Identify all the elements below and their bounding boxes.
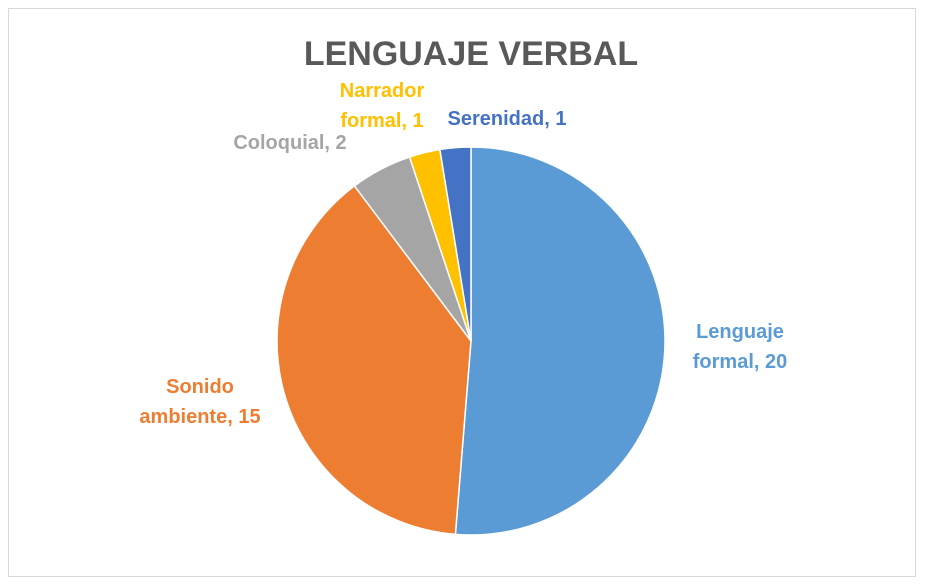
pie-slice [439,146,472,342]
pie-slice [454,146,666,536]
data-label: Lenguaje formal, 20 [692,321,788,373]
data-label: Narrador formal, 1 [339,80,425,132]
pie-slice [276,184,472,536]
data-label: Coloquial, 2 [233,132,347,154]
data-label: Serenidad, 1 [447,108,567,130]
chart-frame [8,8,916,577]
chart-title: LENGUAJE VERBAL [304,35,638,73]
data-label: Sonido ambiente, 15 [139,376,261,428]
